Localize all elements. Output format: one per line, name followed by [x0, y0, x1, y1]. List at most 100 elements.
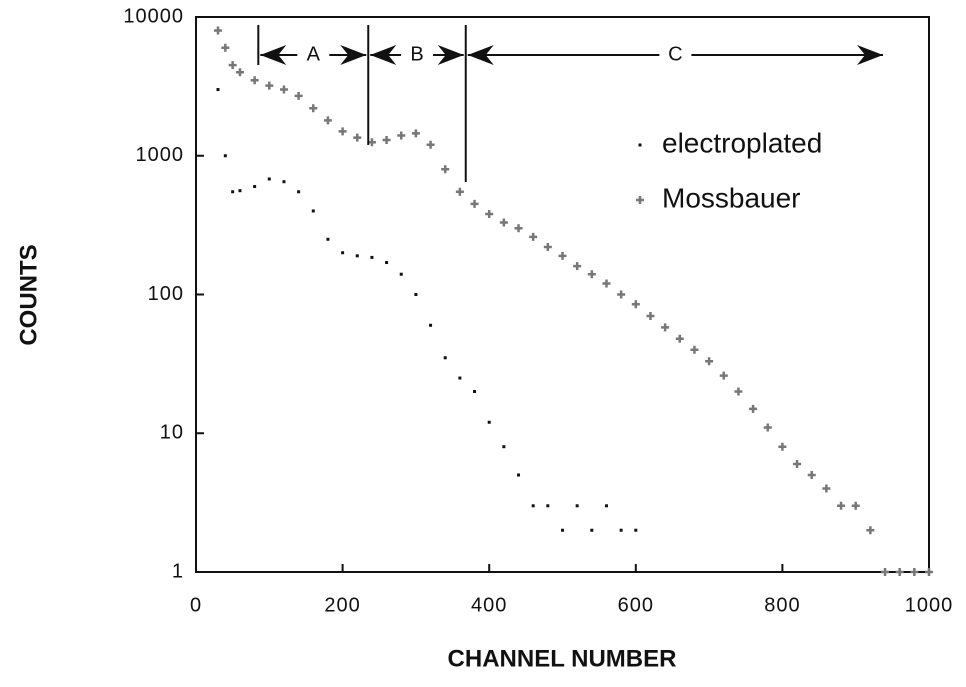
legend-marker	[636, 196, 644, 204]
legend-label: Mossbauer	[662, 182, 801, 213]
data-point	[925, 568, 933, 576]
data-point	[235, 68, 244, 77]
data-point	[279, 85, 288, 94]
arrow-head	[370, 45, 397, 65]
y-tick-label: 1000	[136, 144, 185, 166]
data-point	[238, 189, 242, 193]
data-point	[411, 129, 420, 138]
data-point	[543, 242, 552, 251]
data-point	[267, 177, 271, 181]
data-point	[546, 504, 550, 508]
data-point	[558, 251, 567, 260]
data-point	[749, 404, 758, 413]
data-point	[341, 251, 345, 255]
data-point	[631, 300, 640, 309]
data-point	[282, 180, 286, 184]
data-point	[529, 232, 538, 241]
data-point	[385, 261, 389, 265]
arrow-head	[467, 45, 494, 65]
x-tick-label: 800	[764, 594, 800, 616]
data-point	[573, 262, 582, 271]
data-point	[216, 88, 220, 92]
data-point	[634, 528, 638, 532]
data-point	[590, 528, 594, 532]
region-label: C	[668, 43, 682, 65]
data-point	[297, 190, 301, 194]
y-tick-label: 10	[160, 422, 184, 444]
data-point	[575, 504, 579, 508]
data-point	[485, 210, 494, 219]
plot-frame	[195, 16, 930, 573]
data-point	[866, 526, 875, 535]
legend-marker	[638, 143, 642, 147]
data-point	[763, 423, 772, 432]
data-point	[531, 504, 535, 508]
data-point	[705, 357, 714, 366]
data-point	[807, 471, 816, 480]
data-point	[455, 187, 464, 196]
data-point	[265, 81, 274, 90]
data-point	[487, 420, 491, 424]
data-point	[458, 376, 462, 380]
data-point	[213, 26, 222, 35]
data-point	[690, 345, 699, 354]
data-point	[561, 528, 564, 532]
data-point	[734, 387, 743, 396]
y-tick-label: 10000	[123, 5, 184, 27]
data-point	[646, 311, 655, 320]
data-point	[443, 356, 447, 360]
data-point	[426, 140, 435, 149]
x-tick-label: 600	[618, 594, 654, 616]
region-label: A	[307, 43, 321, 65]
region-label: B	[410, 43, 423, 65]
data-point	[253, 185, 257, 189]
data-point	[382, 135, 391, 144]
data-point	[619, 528, 623, 532]
data-point	[895, 568, 904, 576]
legend-label: electroplated	[662, 127, 822, 158]
data-point	[250, 76, 259, 85]
data-point	[661, 323, 670, 332]
region-label-bg	[297, 42, 330, 68]
data-point	[231, 190, 235, 194]
data-point	[514, 224, 523, 233]
arrow-head	[857, 45, 884, 65]
data-point	[587, 270, 596, 279]
arrow-head	[437, 45, 464, 65]
data-point	[353, 133, 362, 142]
data-point	[311, 209, 315, 213]
data-point	[228, 61, 237, 70]
data-point	[602, 279, 611, 288]
data-point	[778, 442, 787, 451]
data-point	[675, 334, 684, 343]
data-point	[397, 131, 406, 140]
data-point	[429, 323, 433, 327]
x-axis-title: CHANNEL NUMBER	[448, 645, 677, 672]
data-point	[719, 371, 728, 380]
data-point	[793, 460, 802, 469]
data-point	[517, 473, 521, 477]
arrow-head	[260, 45, 287, 65]
x-tick-label: 0	[190, 594, 202, 616]
data-point	[221, 43, 230, 52]
data-point	[323, 116, 332, 125]
data-point	[910, 568, 919, 576]
data-point	[604, 504, 608, 508]
data-point	[822, 484, 831, 493]
region-label-bg	[400, 42, 433, 68]
x-tick-label: 200	[324, 594, 360, 616]
data-point	[473, 389, 477, 393]
region-label-bg	[659, 42, 692, 68]
data-point	[470, 199, 479, 208]
arrow-head	[340, 45, 367, 65]
data-point	[370, 255, 374, 259]
data-point	[502, 445, 506, 449]
data-point	[837, 501, 846, 510]
data-point	[223, 154, 227, 158]
y-tick-label: 1	[172, 560, 184, 582]
data-point	[414, 293, 418, 296]
data-point	[309, 104, 318, 113]
data-point	[338, 127, 347, 136]
y-tick-label: 100	[148, 283, 184, 305]
